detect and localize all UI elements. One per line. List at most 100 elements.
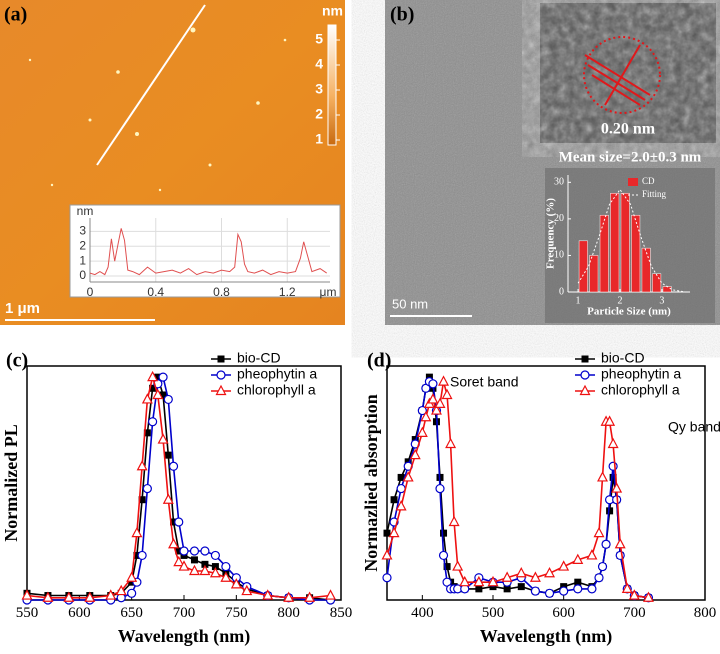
marker xyxy=(388,526,400,538)
marker xyxy=(162,493,174,504)
marker xyxy=(127,588,137,598)
marker xyxy=(609,473,617,481)
marker xyxy=(594,573,604,583)
profile-inset xyxy=(69,204,341,298)
marker xyxy=(148,417,158,427)
marker xyxy=(459,575,471,587)
marker xyxy=(128,578,136,586)
marker xyxy=(530,586,541,596)
histogram-inset xyxy=(545,168,715,323)
bar xyxy=(662,286,672,293)
x-tick-label: 0 xyxy=(87,285,94,299)
plot-frame xyxy=(386,365,706,601)
marker xyxy=(200,546,210,556)
marker xyxy=(211,563,219,571)
marker xyxy=(221,561,231,572)
marker xyxy=(573,584,583,594)
marker xyxy=(152,388,164,400)
marker xyxy=(628,589,640,600)
marker xyxy=(487,575,499,587)
marker xyxy=(158,372,168,382)
legend-label: Fitting xyxy=(642,189,667,199)
marker xyxy=(381,549,393,560)
marker xyxy=(607,437,619,449)
x-axis-label: Wavelength (nm) xyxy=(118,626,251,647)
marker xyxy=(395,500,407,511)
marker xyxy=(115,584,127,596)
marker xyxy=(262,589,274,600)
marker xyxy=(174,517,184,527)
marker xyxy=(126,571,138,582)
marker xyxy=(131,526,143,538)
marker xyxy=(220,571,232,582)
colorbar-tick-label: 2 xyxy=(315,106,323,122)
x-tick-label: 800 xyxy=(277,605,300,621)
marker xyxy=(435,483,445,494)
legend-label: bio-CD xyxy=(601,350,645,366)
legend-label: pheophytin a xyxy=(601,366,681,382)
marker xyxy=(580,370,590,380)
marker xyxy=(42,591,54,602)
marker xyxy=(501,571,513,582)
scale-bar-label: 50 nm xyxy=(392,296,428,311)
x-tick-label: 0.4 xyxy=(147,285,164,299)
y-axis-label: nm xyxy=(77,204,94,218)
y-tick-label: 10 xyxy=(554,250,564,261)
profile-line xyxy=(89,228,327,276)
annotation: Soret band xyxy=(450,374,519,390)
bar xyxy=(631,214,641,293)
profile-line xyxy=(96,4,206,166)
marker xyxy=(178,560,190,571)
y-tick-label: 3 xyxy=(79,224,86,238)
marker xyxy=(434,397,446,408)
marker xyxy=(572,553,584,564)
y-axis-label: Normalized PL xyxy=(1,424,21,541)
fit-line xyxy=(577,188,683,293)
x-tick-label: 500 xyxy=(482,605,505,621)
marker xyxy=(579,384,591,396)
marker xyxy=(473,575,485,587)
x-tick-label: 800 xyxy=(694,605,717,621)
lattice-marker xyxy=(583,36,661,114)
marker xyxy=(390,496,398,504)
marker xyxy=(163,394,173,405)
x-tick-label: 850 xyxy=(330,605,353,621)
marker xyxy=(396,483,406,494)
marker xyxy=(517,583,525,591)
marker xyxy=(441,388,453,400)
marker xyxy=(383,529,391,537)
marker xyxy=(137,550,147,561)
x-tick-label: 700 xyxy=(623,605,646,621)
marker xyxy=(581,355,589,363)
marker xyxy=(515,566,527,578)
marker xyxy=(241,584,253,596)
marker xyxy=(21,589,33,600)
marker xyxy=(215,384,227,396)
marker xyxy=(209,566,221,578)
marker xyxy=(142,483,152,494)
marker xyxy=(430,404,442,415)
x-tick-label: 650 xyxy=(120,605,143,621)
marker xyxy=(188,564,200,576)
x-tick-label: 750 xyxy=(225,605,248,621)
bar xyxy=(620,193,630,293)
marker xyxy=(149,384,157,392)
x-tick-label: 3 xyxy=(659,295,664,306)
marker xyxy=(558,560,570,571)
marker xyxy=(159,391,167,399)
marker xyxy=(443,563,451,571)
marker xyxy=(397,473,405,481)
marker xyxy=(179,546,189,556)
y-tick-label: 0 xyxy=(559,286,564,297)
marker xyxy=(574,578,582,586)
marker xyxy=(283,591,295,602)
marker xyxy=(597,471,609,482)
panel-label: (c) xyxy=(6,350,28,372)
marker xyxy=(438,550,449,561)
colorbar-tick-label: 4 xyxy=(315,56,323,72)
colorbar-label: nm xyxy=(322,3,343,19)
marker xyxy=(544,566,556,578)
marker xyxy=(448,515,460,527)
y-tick-label: 30 xyxy=(554,177,564,188)
marker xyxy=(402,471,414,482)
